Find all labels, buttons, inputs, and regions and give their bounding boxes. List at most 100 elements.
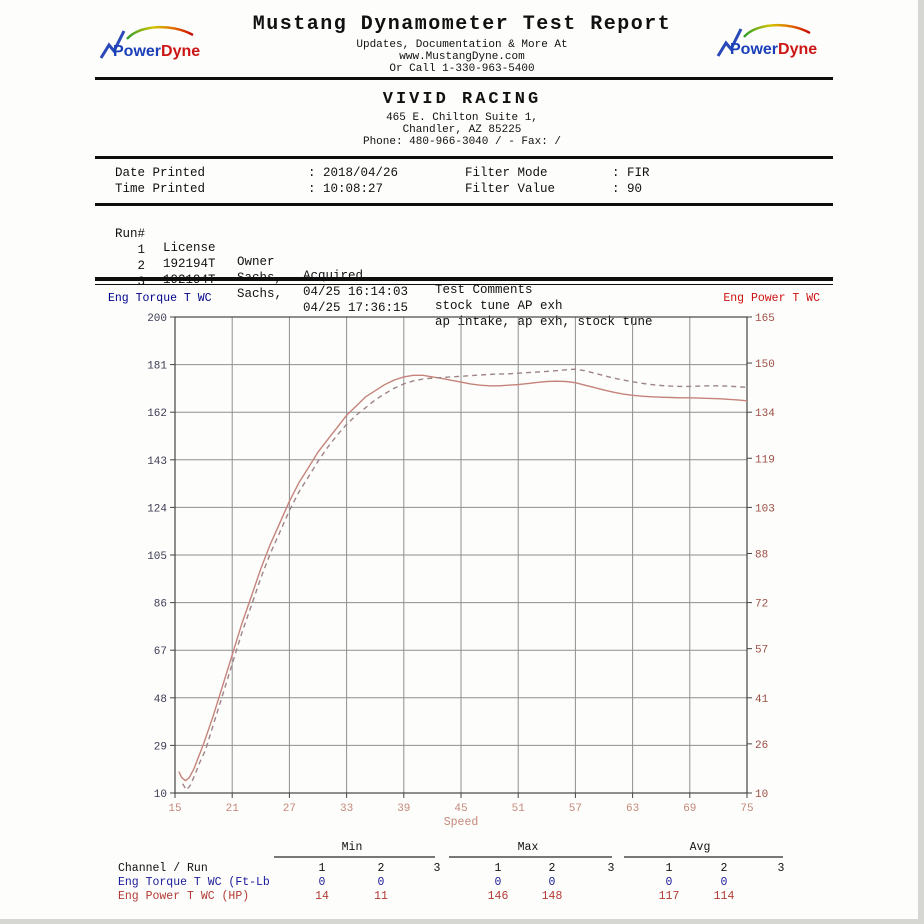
divider — [95, 203, 833, 206]
filter-mode-value: : FIR — [612, 166, 650, 180]
page-edge — [0, 919, 924, 924]
svg-text:69: 69 — [683, 803, 696, 815]
shop-address-1: 465 E. Chilton Suite 1, — [386, 112, 538, 124]
run-col: 3 — [433, 862, 441, 875]
max-underline — [449, 856, 612, 858]
test-comments: stock tune AP exh — [435, 299, 563, 313]
svg-text:27: 27 — [283, 803, 296, 815]
svg-text:21: 21 — [226, 803, 240, 815]
divider — [95, 277, 833, 281]
run-col: 3 — [607, 862, 615, 875]
report-subtitle-3: Or Call 1-330-963-5400 — [389, 63, 535, 75]
power-value: 11 — [374, 890, 388, 903]
acquired: 04/25 16:14:03 — [303, 285, 409, 299]
run-col: 3 — [777, 862, 785, 875]
svg-text:67: 67 — [154, 646, 167, 658]
svg-text:105: 105 — [147, 551, 167, 563]
license: 192194T — [163, 257, 216, 271]
acquired: 04/25 17:36:15 — [303, 301, 409, 315]
right-axis-title: Eng Power T WC — [723, 292, 820, 305]
svg-text:Speed: Speed — [444, 816, 479, 829]
svg-text:33: 33 — [340, 803, 353, 815]
divider — [95, 156, 833, 159]
owner-col-header: Owner — [237, 255, 275, 269]
report-subtitle-1: Updates, Documentation & More At — [356, 39, 568, 51]
torque-value: 0 — [318, 876, 326, 889]
date-printed-label: Date Printed — [115, 166, 206, 180]
svg-text:181: 181 — [147, 361, 167, 373]
svg-text:10: 10 — [154, 789, 167, 801]
filter-value-label: Filter Value — [465, 182, 556, 196]
left-axis-title: Eng Torque T WC — [108, 292, 212, 305]
owner: Sachs, — [237, 287, 283, 301]
svg-text:75: 75 — [740, 803, 753, 815]
svg-text:150: 150 — [755, 359, 775, 371]
run-col-header: Run# — [115, 227, 146, 241]
run-col: 2 — [377, 862, 385, 875]
report-subtitle-2: www.MustangDyne.com — [399, 51, 525, 63]
rainbow-arc-icon — [743, 23, 811, 38]
shop-phone: Phone: 480-966-3040 / - Fax: / — [362, 136, 562, 148]
run-table-row: 1 192194T Sachs, 04/25 16:14:03 stock tu… — [0, 229, 924, 313]
torque-value: 0 — [665, 876, 673, 889]
run-number: 3 — [137, 275, 145, 289]
time-printed-value: : 10:08:27 — [308, 182, 384, 196]
svg-text:26: 26 — [755, 740, 768, 752]
torque-value: 0 — [548, 876, 556, 889]
svg-text:165: 165 — [755, 313, 775, 325]
svg-text:86: 86 — [154, 599, 167, 611]
run-table-header: Run# License Owner Acquired Test Comment… — [0, 213, 924, 297]
rainbow-arc-icon — [126, 25, 194, 40]
svg-text:10: 10 — [755, 789, 768, 801]
zigzag-icon — [99, 30, 126, 59]
svg-text:63: 63 — [626, 803, 639, 815]
svg-text:134: 134 — [755, 408, 775, 420]
svg-text:39: 39 — [397, 803, 410, 815]
svg-text:88: 88 — [755, 549, 768, 561]
run-col: 1 — [665, 862, 673, 875]
torque-row-label: Eng Torque T WC (Ft-Lb — [118, 876, 270, 889]
power-value: 117 — [658, 890, 680, 903]
power-row-label: Eng Power T WC (HP) — [118, 890, 250, 903]
run-table-row: 3 — [0, 261, 924, 289]
time-printed-label: Time Printed — [115, 182, 206, 196]
run-col: 1 — [494, 862, 502, 875]
report-title: Mustang Dynamometer Test Report — [252, 13, 672, 36]
svg-text:103: 103 — [755, 503, 775, 515]
shop-address-2: Chandler, AZ 85225 — [402, 124, 522, 136]
power-value: 146 — [487, 890, 509, 903]
svg-text:57: 57 — [569, 803, 582, 815]
torque-value: 0 — [720, 876, 728, 889]
filter-value-value: : 90 — [612, 182, 643, 196]
min-underline — [274, 856, 435, 858]
avg-underline — [624, 856, 783, 858]
run-col: 2 — [548, 862, 556, 875]
svg-text:57: 57 — [755, 645, 768, 657]
svg-text:45: 45 — [454, 803, 467, 815]
svg-text:143: 143 — [147, 456, 167, 468]
run-number: 1 — [137, 243, 145, 257]
logo-text: PowerDyne — [113, 43, 200, 60]
divider — [95, 77, 833, 80]
power-value: 148 — [541, 890, 563, 903]
svg-text:15: 15 — [168, 803, 181, 815]
svg-text:29: 29 — [154, 741, 167, 753]
filter-mode-label: Filter Mode — [465, 166, 548, 180]
shop-name: VIVID RACING — [382, 90, 542, 109]
zigzag-icon — [716, 28, 743, 57]
torque-summary-row: Eng Torque T WC (Ft-Lb 0 0 0 0 0 0 — [0, 876, 924, 890]
run-col: 1 — [318, 862, 326, 875]
avg-group-header: Avg — [689, 841, 711, 854]
logo-text: PowerDyne — [730, 41, 817, 58]
date-printed-value: : 2018/04/26 — [308, 166, 399, 180]
dyno-chart: 15 21 27 33 39 45 51 57 63 69 75200181162143124105… — [147, 313, 775, 829]
test-comments: ap intake, ap exh, stock tune — [435, 315, 653, 329]
run-table-row: 2 192194T Sachs, 04/25 17:36:15 ap intak… — [0, 245, 924, 329]
svg-text:51: 51 — [512, 803, 526, 815]
torque-value: 0 — [494, 876, 502, 889]
run-col: 2 — [720, 862, 728, 875]
power-value: 114 — [713, 890, 735, 903]
svg-text:48: 48 — [154, 694, 167, 706]
power-summary-row: Eng Power T WC (HP) 14 11 146 148 117 11… — [0, 890, 924, 904]
